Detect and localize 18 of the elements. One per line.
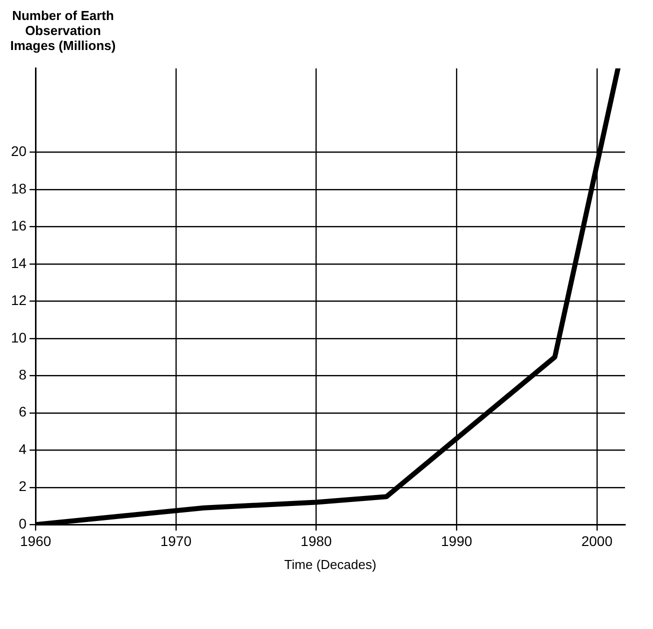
x-tick-label: 1980 <box>300 532 332 549</box>
y-tick-label: 20 <box>10 143 27 160</box>
y-tick-label: 10 <box>10 329 27 346</box>
y-tick-label: 2 <box>18 478 27 494</box>
y-tick-label: 8 <box>18 366 27 382</box>
y-tick-label: 14 <box>10 254 27 271</box>
x-tick-label: 2000 <box>581 532 613 549</box>
y-tick-label: 16 <box>10 218 27 234</box>
x-tick-label: 1970 <box>160 532 192 549</box>
x-tick-label: 1990 <box>441 532 472 549</box>
x-axis-title: Time (Decades) <box>284 556 376 572</box>
x-tick-label: 1960 <box>20 532 52 549</box>
y-tick-label: 18 <box>10 180 27 196</box>
y-tick-label: 12 <box>10 292 27 308</box>
y-tick-label: 6 <box>18 404 27 420</box>
y-axis-title: Number of Earth Observation Images (Millions) <box>9 8 117 53</box>
y-tick-label: 4 <box>18 440 27 457</box>
y-tick-label: 0 <box>18 515 27 532</box>
